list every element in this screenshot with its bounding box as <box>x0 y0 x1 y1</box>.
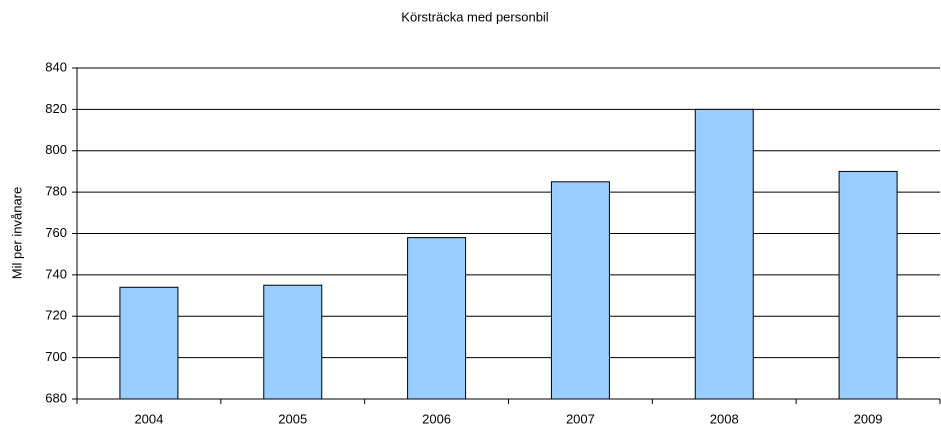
bar <box>407 237 467 400</box>
y-tick-label: 800 <box>45 142 67 157</box>
x-tick-label: 2006 <box>422 411 451 426</box>
y-tick-label: 780 <box>45 184 67 199</box>
bar <box>119 286 179 400</box>
y-axis-label: Mil per invånare <box>9 187 24 280</box>
y-tick-label: 700 <box>45 349 67 364</box>
x-tick-label: 2005 <box>278 411 307 426</box>
y-tick-label: 840 <box>45 59 67 74</box>
bar <box>550 181 610 400</box>
x-tick-label: 2007 <box>566 411 595 426</box>
x-tick-label: 2008 <box>710 411 739 426</box>
bar <box>838 170 898 400</box>
x-tick-label: 2009 <box>854 411 883 426</box>
y-tick-label: 680 <box>45 390 67 405</box>
y-tick-label: 760 <box>45 225 67 240</box>
y-tick-label: 820 <box>45 101 67 116</box>
chart-title: Körsträcka med personbil <box>401 9 549 24</box>
y-tick-label: 740 <box>45 266 67 281</box>
bar <box>263 284 323 400</box>
y-tick-label: 720 <box>45 308 67 323</box>
x-tick-label: 2004 <box>134 411 163 426</box>
bar <box>694 108 754 400</box>
